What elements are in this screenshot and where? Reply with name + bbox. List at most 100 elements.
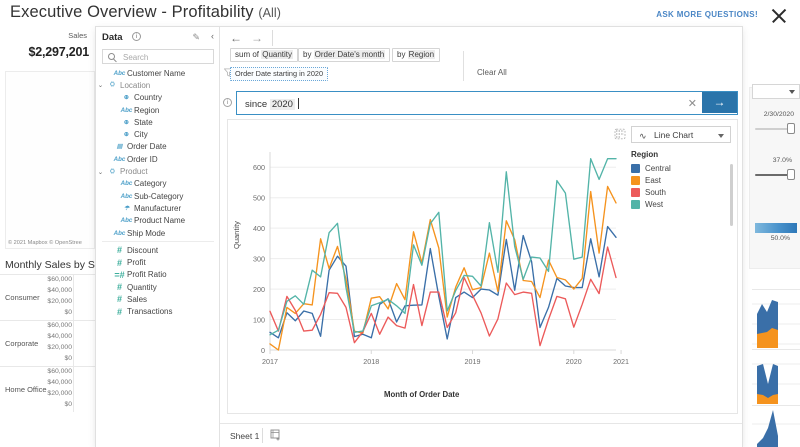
field-label: Manufacturer xyxy=(134,203,182,213)
info-icon[interactable]: i xyxy=(132,32,141,41)
chart-type-select[interactable]: ∿ Line Chart xyxy=(631,126,731,143)
line-chart-icon: ∿ xyxy=(639,131,647,141)
arrow-left-icon[interactable]: ← xyxy=(230,31,242,45)
field-row-manufacturer[interactable]: ☂ Manufacturer xyxy=(96,202,220,214)
spark-chart-1[interactable] xyxy=(752,289,800,349)
number-icon: # xyxy=(116,306,122,317)
date-slider-track[interactable] xyxy=(755,128,793,130)
field-row-profit[interactable]: # Profit xyxy=(96,256,220,268)
segment-axis-tick: $40,000 xyxy=(47,333,72,340)
query-input[interactable]: since 2020 ✕ → xyxy=(236,91,738,115)
close-icon[interactable] xyxy=(768,5,790,27)
field-row-quantity[interactable]: # Quantity xyxy=(96,281,220,293)
y-tick-label: 0 xyxy=(261,346,265,355)
field-row-city[interactable]: ⊕ City xyxy=(96,128,220,140)
pill-by-order-date-month[interactable]: by Order Date's month xyxy=(298,48,391,62)
spark-chart-2[interactable] xyxy=(752,349,800,405)
segment-block-home-office[interactable]: Home Office $60,000 $40,000 $20,000 $0 xyxy=(0,366,96,412)
search-placeholder: Search xyxy=(123,53,149,62)
percent-slider-handle[interactable] xyxy=(787,169,795,180)
line-chart[interactable]: Quantity 0 100 200 300 400 500 600 2017 2018 2019… xyxy=(232,144,629,404)
dashboard-title-text: Executive Overview - Profitability xyxy=(10,3,254,21)
close-icon[interactable]: ✕ xyxy=(687,98,697,110)
field-row-sub-category[interactable]: Abc Sub-Category xyxy=(96,190,220,202)
field-row-region[interactable]: Abc Region xyxy=(96,104,220,116)
line-series-east[interactable] xyxy=(269,185,617,351)
legend-item-west[interactable]: West xyxy=(631,198,731,210)
field-label: Profit Ratio xyxy=(127,270,167,280)
field-row-order-date[interactable]: ▤ Order Date xyxy=(96,141,220,153)
data-pane-header: Data i ✎ ‹ xyxy=(96,27,220,49)
map-attribution: © 2021 Mapbox © OpenStree xyxy=(8,240,82,246)
pencil-icon[interactable]: ✎ xyxy=(192,32,200,42)
field-row-product-name[interactable]: Abc Product Name xyxy=(96,215,220,227)
spark-chart-3[interactable] xyxy=(752,405,800,447)
search-input[interactable]: Search xyxy=(102,49,214,64)
segment-block-corporate[interactable]: Corporate $60,000 $40,000 $20,000 $0 xyxy=(0,320,96,366)
pill-1-token: Order Date's month xyxy=(313,50,386,59)
abc-icon: Abc xyxy=(120,192,133,200)
sheet-tab[interactable]: Sheet 1 xyxy=(230,431,260,441)
field-row-location[interactable]: ⌄ ⛭ Location xyxy=(96,79,220,91)
field-row-category[interactable]: Abc Category xyxy=(96,178,220,190)
percent-slider-track[interactable] xyxy=(755,174,793,176)
legend-item-east[interactable]: East xyxy=(631,174,731,186)
segment-block-consumer[interactable]: Consumer $60,000 $40,000 $20,000 $0 xyxy=(0,274,96,320)
field-label: Product xyxy=(120,167,148,177)
info-icon[interactable]: i xyxy=(223,98,232,107)
chevron-down-icon[interactable]: ⌄ xyxy=(97,82,104,90)
number-icon: # xyxy=(116,257,122,268)
field-label: Transactions xyxy=(127,307,173,317)
field-row-ship-mode[interactable]: Abc Ship Mode xyxy=(96,227,220,239)
abc-icon: Abc xyxy=(113,229,126,237)
data-details-icon[interactable] xyxy=(614,128,626,140)
line-series-central[interactable] xyxy=(269,225,617,340)
pill-sum-of-quantity[interactable]: sum of Quantity xyxy=(230,48,299,62)
field-row-profit-ratio[interactable]: =# Profit Ratio xyxy=(96,269,220,281)
new-worksheet-icon[interactable] xyxy=(270,429,282,441)
pill-by-region[interactable]: by Region xyxy=(392,48,441,62)
ask-more-questions-link[interactable]: ASK MORE QUESTIONS! xyxy=(656,10,758,19)
field-row-country[interactable]: ⊕ Country xyxy=(96,92,220,104)
filter-dropdown[interactable] xyxy=(752,84,800,99)
field-row-customer-name[interactable]: Abc Customer Name xyxy=(96,67,220,79)
segment-axis-tick: $0 xyxy=(64,401,72,408)
sales-kpi-label: Sales xyxy=(68,31,87,40)
arrow-right-icon[interactable]: → xyxy=(251,31,263,45)
field-row-product[interactable]: ⌄ ⛭ Product xyxy=(96,165,220,177)
legend-label: South xyxy=(645,187,666,197)
chevron-down-icon xyxy=(789,90,795,94)
chevron-down-icon[interactable]: ⌄ xyxy=(97,168,104,176)
segment-axis-tick: $60,000 xyxy=(47,322,72,329)
x-tick-label: 2019 xyxy=(465,357,481,366)
field-row-order-id[interactable]: Abc Order ID xyxy=(96,153,220,165)
ask-data-panel: Data i ✎ ‹ Search Abc Customer Name ⌄ ⛭ Loca… xyxy=(96,27,742,447)
field-row-discount[interactable]: # Discount xyxy=(96,244,220,256)
date-slider-handle[interactable] xyxy=(787,123,795,134)
map-viz[interactable]: © 2021 Mapbox © OpenStree xyxy=(5,71,95,249)
legend-item-central[interactable]: Central xyxy=(631,162,731,174)
chevron-left-icon[interactable]: ‹ xyxy=(211,31,214,41)
segment-axis-line xyxy=(73,275,74,320)
percent-filter-value: 37.0% xyxy=(772,157,792,164)
text-caret xyxy=(297,98,299,109)
clear-all-button[interactable]: Clear All xyxy=(477,68,507,77)
field-row-sales[interactable]: # Sales xyxy=(96,293,220,305)
field-row-transactions[interactable]: # Transactions xyxy=(96,306,220,318)
pill-filter-order-date[interactable]: Order Date starting in 2020 xyxy=(230,67,329,81)
globe-icon: ⊕ xyxy=(123,118,130,126)
line-series-south[interactable] xyxy=(269,246,617,347)
field-label: Sales xyxy=(127,294,148,304)
page-title: Executive Overview - Profitability (All) xyxy=(10,3,281,22)
x-tick-label: 2020 xyxy=(566,357,582,366)
field-row-state[interactable]: ⊕ State xyxy=(96,116,220,128)
pill-divider xyxy=(463,51,464,81)
field-label: Sub-Category xyxy=(134,191,184,201)
submit-query-button[interactable]: → xyxy=(702,92,737,113)
line-series-west[interactable] xyxy=(269,158,617,336)
y-tick-label: 100 xyxy=(253,316,265,325)
legend-scrollbar[interactable] xyxy=(730,164,733,226)
y-tick-label: 400 xyxy=(253,224,265,233)
legend-item-south[interactable]: South xyxy=(631,186,731,198)
